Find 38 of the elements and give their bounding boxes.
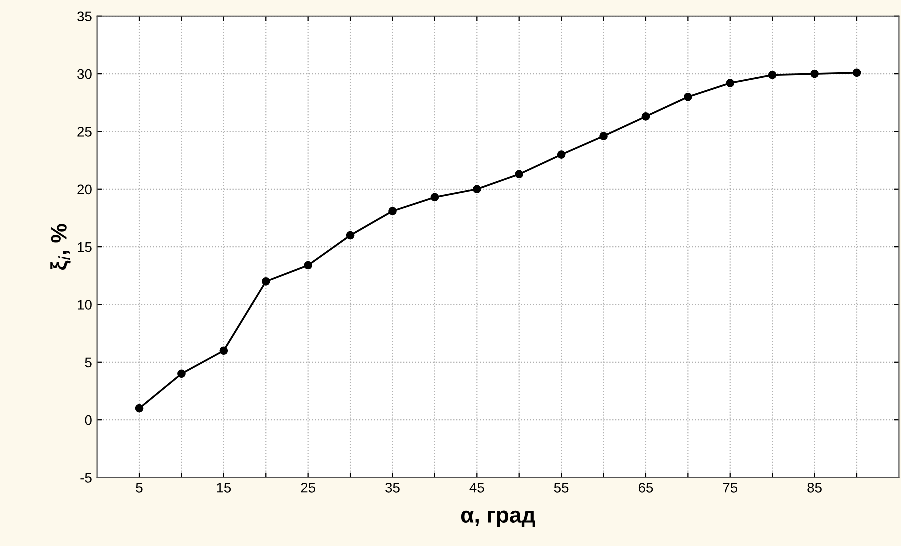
y-tick-label: 30 — [78, 69, 92, 80]
point — [472, 185, 482, 194]
x-tick-label: 55 — [554, 483, 569, 493]
point — [557, 150, 566, 159]
point — [768, 71, 777, 80]
point — [810, 70, 819, 78]
point — [220, 346, 228, 356]
x-tick-label: 5 — [136, 483, 143, 493]
point — [684, 92, 692, 102]
y-tick-label: 35 — [78, 12, 92, 22]
x-tick-label: 45 — [470, 483, 484, 493]
point — [178, 370, 186, 378]
point — [388, 207, 397, 216]
x-tick-label: 65 — [638, 482, 654, 493]
point — [346, 231, 355, 240]
y-tick-label: 5 — [85, 358, 92, 368]
y-axis-title: ξ$_{i}$, % — [50, 224, 72, 270]
point — [600, 132, 608, 141]
x-tick-label: 25 — [301, 482, 316, 493]
point — [430, 193, 440, 202]
x-axis-title: α, град — [461, 510, 536, 528]
y-tick-label: 20 — [78, 184, 92, 195]
point — [852, 68, 862, 78]
point — [726, 79, 735, 88]
point — [135, 404, 144, 413]
x-tick-label: 35 — [386, 482, 400, 493]
point — [642, 112, 650, 121]
y-tick-label: 10 — [78, 300, 92, 310]
x-tick-label: 85 — [808, 482, 822, 493]
y-tick-label: 15 — [78, 242, 92, 252]
y-tick-label: 0 — [85, 415, 92, 426]
point — [304, 261, 312, 270]
x-tick-label: 15 — [217, 483, 232, 493]
y-tick-label: 25 — [78, 127, 92, 137]
x-tick-label: 75 — [723, 483, 738, 493]
point — [262, 278, 270, 286]
point — [515, 170, 524, 179]
y-tick-label: -5 — [80, 473, 92, 483]
